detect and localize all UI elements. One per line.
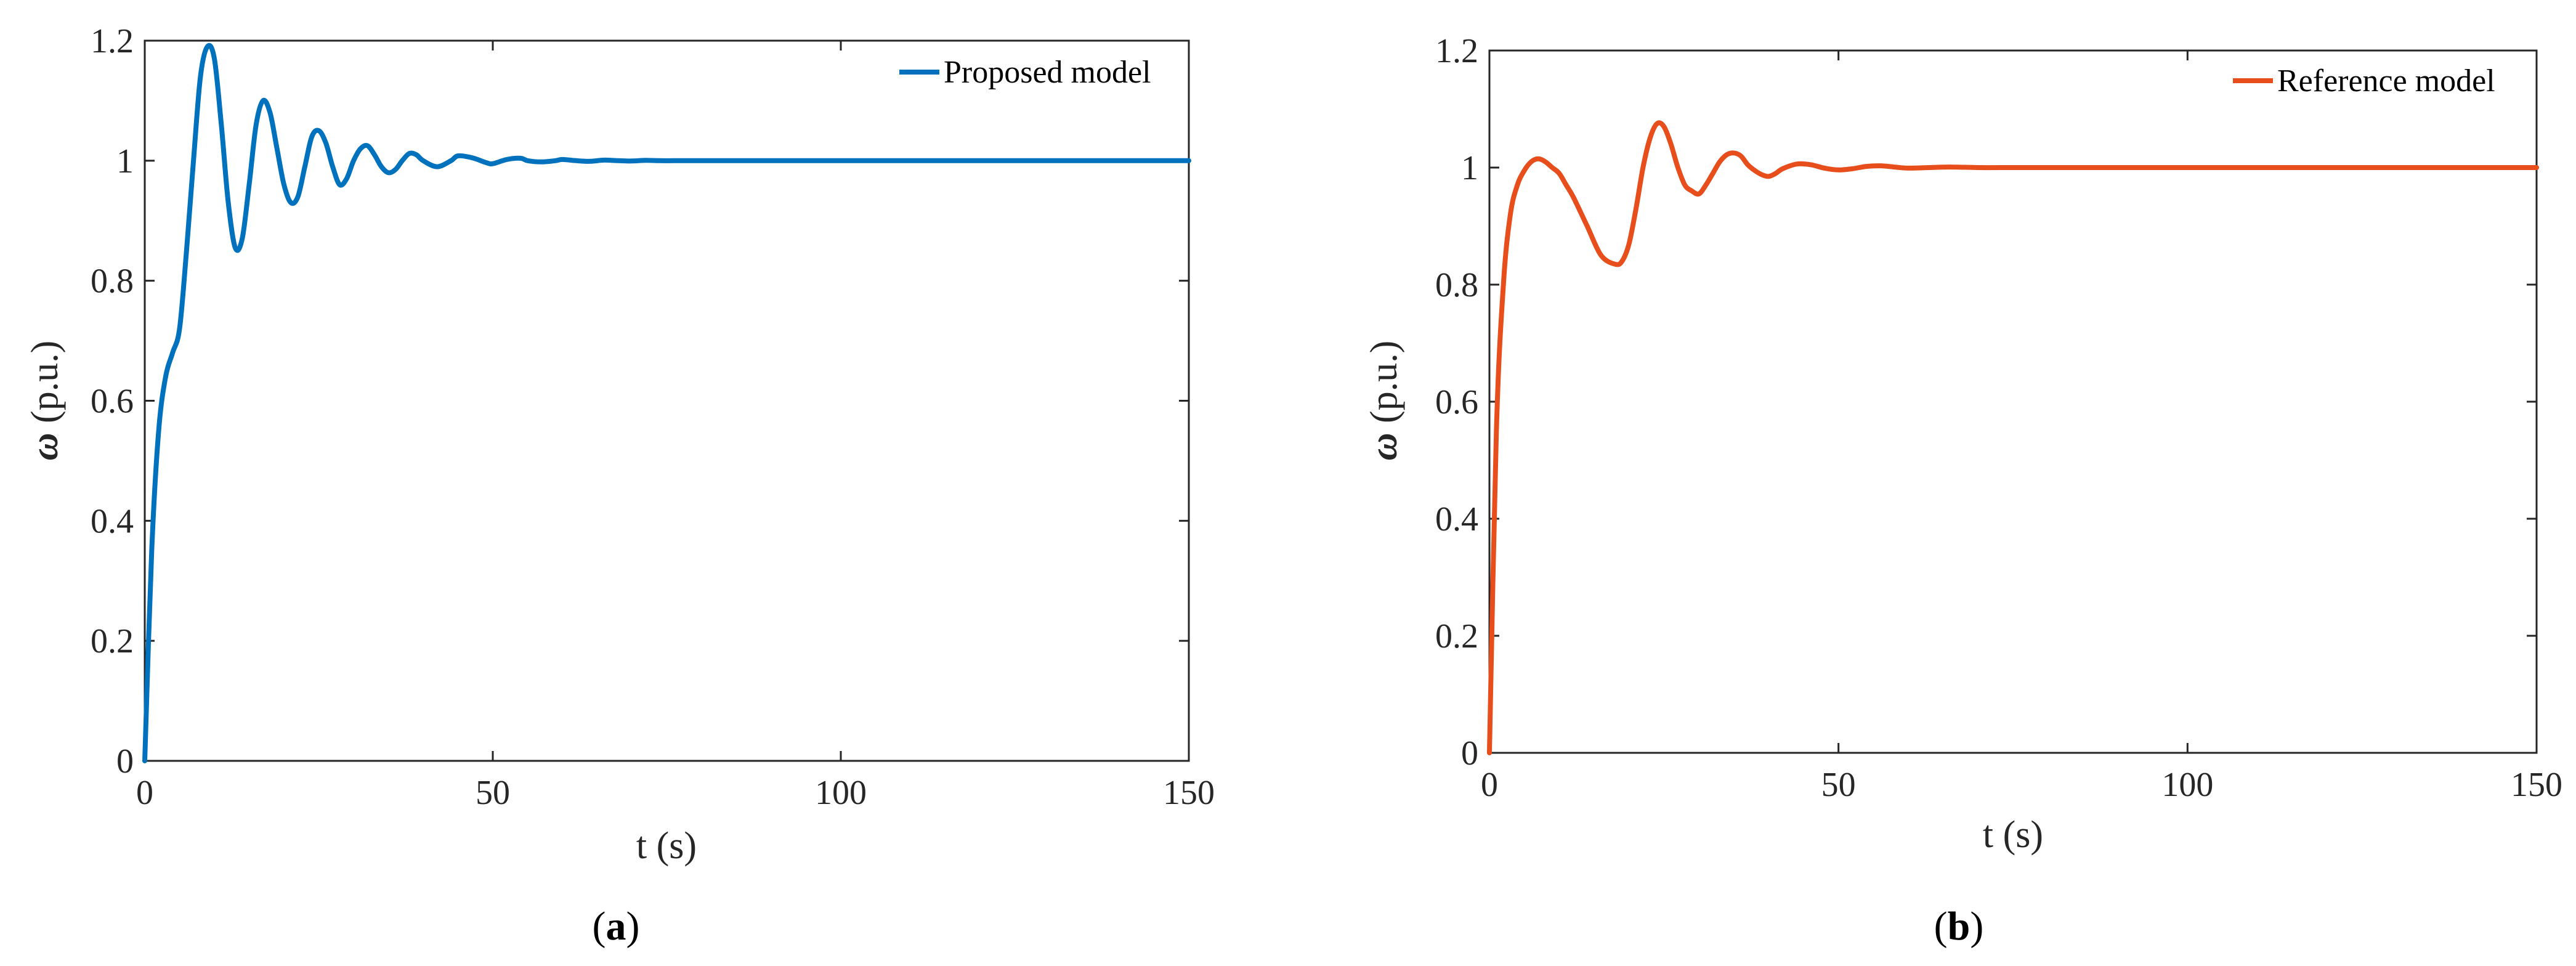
panel-a-x-axis-label: t (s) xyxy=(636,825,697,867)
panel-a-series-line xyxy=(142,43,1191,763)
panel-b-ticks xyxy=(1488,49,2538,754)
panel-b-y-axis-label: ω (p.u.) xyxy=(1363,341,1405,461)
panel-a-y-tick-label: 0.8 xyxy=(91,262,134,301)
panel-b-series-line xyxy=(1487,120,2539,755)
panel-b-y-tick-label: 0 xyxy=(1461,734,1478,773)
panel-a-y-tick-label: 1.2 xyxy=(91,22,134,60)
panel-b: 0 50 100 150 0 0.2 0.4 0.6 0.8 1 1.2 Reference mo… xyxy=(1363,32,2562,949)
panel-a-caption-open: ( xyxy=(593,904,606,949)
panel-a-y-tick-label: 1 xyxy=(116,142,134,181)
panel-a-x-tick-label: 0 xyxy=(136,774,153,812)
panel-b-legend: Reference model xyxy=(2233,63,2495,99)
panel-b-y-tick-label: 1.2 xyxy=(1435,32,1478,70)
panel-b-legend-label: Reference model xyxy=(2277,63,2495,99)
panel-a-caption-letter: a xyxy=(606,904,626,949)
panel-b-y-axis-unit: (p.u.) xyxy=(1363,341,1405,433)
panel-a: 0 50 100 150 0 0.2 0.4 0.6 0.8 1 1.2 Proposed mod… xyxy=(24,22,1215,949)
panel-b-x-axis-label: t (s) xyxy=(1983,814,2043,856)
panel-b-x-tick-label: 100 xyxy=(2161,766,2213,804)
panel-a-y-tick-label: 0.6 xyxy=(91,383,134,421)
panel-b-y-axis-symbol: ω xyxy=(1363,432,1405,460)
panel-a-y-tick-label: 0 xyxy=(116,742,134,781)
panel-b-caption-open: ( xyxy=(1934,904,1948,949)
panel-b-caption: (b) xyxy=(1934,904,1984,949)
panel-a-y-axis-label: ω (p.u.) xyxy=(24,341,66,461)
panel-a-ticks xyxy=(144,39,1190,762)
panel-b-caption-close: ) xyxy=(1970,904,1983,949)
panel-b-x-tick-label: 150 xyxy=(2511,766,2562,804)
panel-b-y-tick-label: 0.6 xyxy=(1435,383,1478,421)
panel-a-y-tick-label: 0.4 xyxy=(91,502,134,540)
panel-b-y-tick-label: 0.2 xyxy=(1435,617,1478,656)
panel-a-x-tick-label: 100 xyxy=(815,774,867,812)
panel-a-caption: (a) xyxy=(593,904,640,949)
panel-a-x-tick-labels: 0 50 100 150 xyxy=(136,774,1215,812)
panel-b-x-tick-labels: 0 50 100 150 xyxy=(1481,766,2562,804)
panel-a-y-axis-symbol: ω xyxy=(24,432,66,460)
panel-a-legend-label: Proposed model xyxy=(944,55,1151,90)
panel-a-legend: Proposed model xyxy=(899,55,1151,90)
panel-b-y-tick-label: 0.4 xyxy=(1435,500,1478,538)
panel-b-x-tick-label: 50 xyxy=(1821,766,1856,804)
panel-b-y-tick-label: 0.8 xyxy=(1435,266,1478,304)
panel-b-y-tick-labels: 0 0.2 0.4 0.6 0.8 1 1.2 xyxy=(1435,32,1478,773)
panel-a-x-tick-label: 150 xyxy=(1163,774,1215,812)
panel-b-y-tick-label: 1 xyxy=(1461,149,1478,187)
panel-b-caption-letter: b xyxy=(1948,904,1970,949)
panel-a-y-axis-unit: (p.u.) xyxy=(24,341,66,433)
panel-b-x-tick-label: 0 xyxy=(1481,766,1498,804)
panel-a-y-tick-labels: 0 0.2 0.4 0.6 0.8 1 1.2 xyxy=(91,22,134,781)
panel-a-caption-close: ) xyxy=(626,904,640,949)
panel-a-y-tick-label: 0.2 xyxy=(91,622,134,660)
panel-a-x-tick-label: 50 xyxy=(476,774,510,812)
